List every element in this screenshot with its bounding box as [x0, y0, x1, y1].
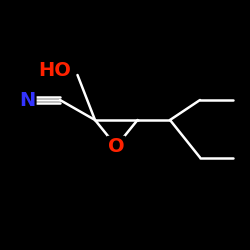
Text: N: N [20, 90, 36, 110]
Text: HO: HO [38, 60, 72, 80]
Text: O: O [108, 137, 124, 156]
